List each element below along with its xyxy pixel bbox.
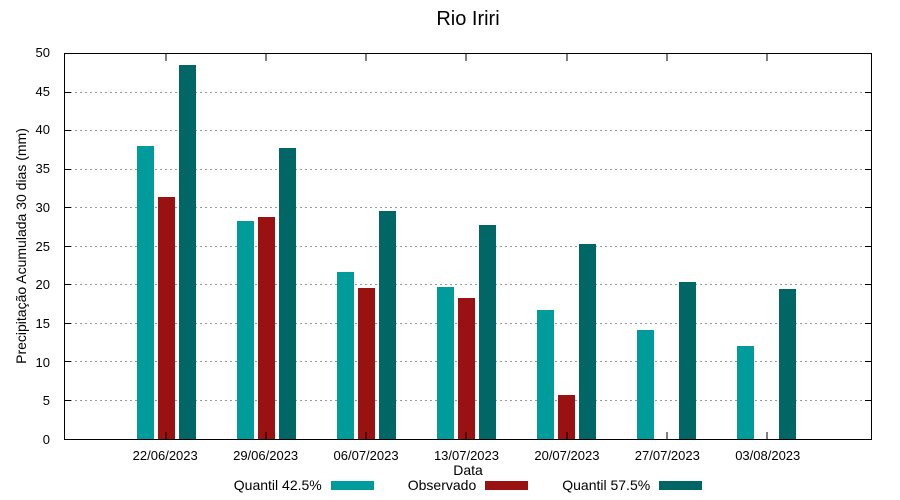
bar-group	[416, 54, 516, 439]
bar-quantil-57.5-	[178, 64, 196, 439]
bar-observado	[257, 217, 275, 439]
bar-group	[316, 54, 416, 439]
legend-swatch	[485, 480, 529, 490]
y-tick-mark	[865, 284, 871, 285]
y-tick-mark	[865, 322, 871, 324]
legend-entry: Quantil 42.5%	[234, 477, 374, 493]
bar-quantil-57.5-	[278, 147, 296, 439]
y-axis-tick-labels: 0 5 10 15 20 25 30 35 40 45 50	[0, 0, 56, 500]
x-tick-label: 27/07/2023	[634, 448, 700, 463]
y-tick-mark	[65, 91, 71, 93]
bars-region	[65, 54, 871, 439]
y-tick-mark	[865, 245, 871, 247]
y-tick-mark	[865, 91, 871, 93]
x-tick-mark	[265, 54, 267, 61]
y-tick-mark	[65, 284, 71, 285]
x-tick-mark	[566, 432, 568, 439]
bar-quantil-42.5-	[637, 329, 655, 439]
legend-entry: Observado	[407, 477, 529, 493]
y-tick-mark	[65, 361, 71, 362]
x-tick-label: 22/06/2023	[132, 448, 198, 463]
bar-quantil-57.5-	[579, 244, 597, 439]
x-tick-mark	[666, 432, 668, 439]
legend-swatch	[330, 480, 374, 490]
bar-group	[216, 54, 316, 439]
legend: Quantil 42.5% Observado Quantil 57.5%	[64, 477, 872, 493]
bar-group	[717, 54, 817, 439]
y-tick-mark	[865, 207, 871, 208]
x-tick-mark	[165, 432, 167, 439]
gridline	[65, 91, 871, 93]
plot-area	[64, 53, 872, 440]
x-tick-mark	[465, 432, 467, 439]
bar-quantil-42.5-	[537, 309, 555, 439]
bar-observado	[558, 395, 576, 439]
gridline	[65, 245, 871, 247]
bar-group	[517, 54, 617, 439]
x-tick-mark	[766, 54, 768, 61]
x-tick-label: 29/06/2023	[233, 448, 299, 463]
y-tick-mark	[65, 207, 71, 208]
bar-quantil-42.5-	[737, 345, 755, 439]
legend-label: Quantil 42.5%	[233, 477, 322, 493]
y-tick-mark	[865, 168, 871, 170]
bar-quantil-42.5-	[436, 286, 454, 439]
y-tick-mark	[65, 130, 71, 131]
y-tick-mark	[865, 399, 871, 401]
x-tick-label: 06/07/2023	[333, 448, 399, 463]
bar-group	[116, 54, 216, 439]
x-tick-label: 20/07/2023	[534, 448, 600, 463]
x-axis-title: Data	[453, 462, 483, 478]
x-tick-mark	[465, 54, 467, 61]
bar-quantil-57.5-	[679, 281, 697, 439]
y-tick-label: 10	[35, 354, 50, 370]
gridline	[65, 207, 871, 208]
bar-quantil-42.5-	[336, 271, 354, 439]
y-tick-label: 30	[35, 199, 50, 215]
y-tick-label: 35	[35, 161, 50, 177]
y-tick-mark	[65, 399, 71, 401]
bar-observado	[357, 288, 375, 439]
legend-swatch	[659, 480, 703, 490]
gridline	[65, 284, 871, 285]
x-axis-tick-labels: 22/06/2023 29/06/2023 06/07/2023 13/07/2023…	[64, 448, 872, 463]
bar-observado	[157, 197, 175, 439]
y-tick-label: 20	[35, 277, 50, 293]
x-tick-mark	[766, 432, 768, 439]
bar-quantil-42.5-	[236, 221, 254, 439]
x-tick-label: 03/08/2023	[735, 448, 801, 463]
y-tick-mark	[65, 322, 71, 324]
y-tick-label: 40	[35, 122, 50, 138]
y-tick-label: 25	[35, 238, 50, 254]
y-tick-label: 5	[42, 393, 50, 409]
x-tick-mark	[165, 54, 167, 61]
x-tick-mark	[566, 54, 568, 61]
x-tick-mark	[365, 432, 367, 439]
legend-label: Observado	[407, 477, 477, 493]
y-tick-label: 50	[35, 45, 50, 60]
chart-title: Rio Iriri	[436, 8, 500, 30]
x-tick-mark	[666, 54, 668, 61]
y-tick-label: 15	[35, 315, 50, 331]
x-tick-label: 13/07/2023	[433, 448, 500, 463]
bar-quantil-42.5-	[136, 146, 154, 439]
legend-label: Quantil 57.5%	[562, 477, 651, 493]
x-tick-mark	[365, 54, 367, 61]
gridline	[65, 130, 871, 131]
bar-quantil-57.5-	[378, 211, 396, 439]
y-tick-label: 0	[42, 432, 50, 447]
y-tick-mark	[865, 361, 871, 362]
bar-quantil-57.5-	[779, 288, 797, 439]
y-tick-mark	[65, 168, 71, 170]
bar-group	[617, 54, 717, 439]
bar-quantil-57.5-	[478, 224, 496, 439]
x-tick-mark	[265, 432, 267, 439]
y-tick-mark	[65, 245, 71, 247]
y-tick-label: 45	[35, 83, 50, 99]
y-tick-mark	[865, 130, 871, 131]
gridline	[65, 168, 871, 170]
legend-entry: Quantil 57.5%	[562, 477, 703, 493]
bar-observado	[457, 298, 475, 439]
